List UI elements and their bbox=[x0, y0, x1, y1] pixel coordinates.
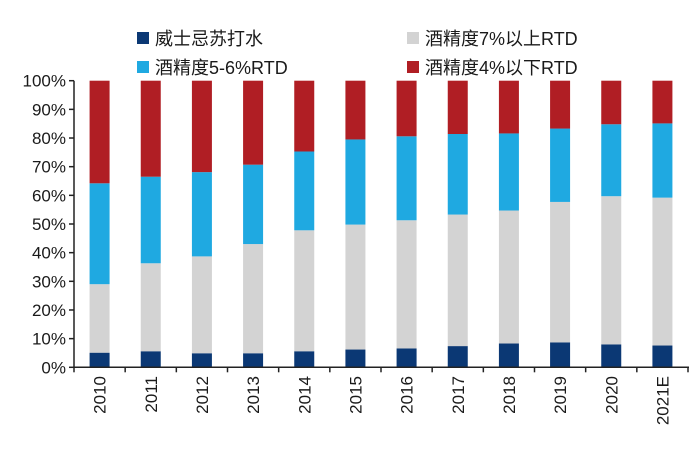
legend-label: 酒精度4%以下RTD bbox=[425, 58, 578, 78]
bar-segment bbox=[89, 352, 110, 368]
bar-segment bbox=[550, 80, 571, 129]
bar-segment bbox=[89, 183, 110, 285]
bar-segment bbox=[396, 348, 417, 368]
y-tick-label: 60% bbox=[32, 186, 66, 205]
bar-segment bbox=[243, 80, 264, 165]
bar-segment bbox=[652, 123, 673, 198]
bar-segment bbox=[447, 346, 468, 368]
legend-label: 酒精度7%以上RTD bbox=[425, 29, 578, 49]
legend-swatch bbox=[137, 32, 149, 44]
bar-segment bbox=[652, 80, 673, 124]
x-tick-label: 2015 bbox=[346, 376, 365, 414]
bar-segment bbox=[294, 351, 315, 368]
bar-segment bbox=[294, 230, 315, 352]
bar-segment bbox=[447, 134, 468, 215]
bar-segment bbox=[498, 210, 519, 344]
bar-segment bbox=[140, 263, 161, 352]
bar-segment bbox=[550, 201, 571, 343]
bar-segment bbox=[652, 197, 673, 346]
bar-segment bbox=[140, 351, 161, 368]
bar-segment bbox=[243, 353, 264, 368]
y-tick-label: 50% bbox=[32, 215, 66, 234]
bar-segment bbox=[652, 345, 673, 368]
bar-segment bbox=[447, 214, 468, 347]
legend-swatch bbox=[137, 61, 149, 73]
y-tick-label: 0% bbox=[41, 358, 66, 377]
bar-segment bbox=[498, 343, 519, 368]
bar-segment bbox=[550, 342, 571, 368]
legend-swatch bbox=[407, 32, 419, 44]
x-tick-label: 2018 bbox=[500, 376, 519, 414]
bar-segment bbox=[294, 80, 315, 152]
legend-swatch bbox=[407, 61, 419, 73]
bar-segment bbox=[345, 349, 366, 368]
x-tick-label: 2016 bbox=[398, 376, 417, 414]
x-tick-label: 2019 bbox=[551, 376, 570, 414]
bar-segment bbox=[601, 344, 622, 368]
bar-segment bbox=[140, 80, 161, 177]
y-tick-label: 80% bbox=[32, 129, 66, 148]
bar-segment bbox=[345, 80, 366, 140]
x-tick-label: 2012 bbox=[193, 376, 212, 414]
y-tick-label: 30% bbox=[32, 272, 66, 291]
legend-label: 威士忌苏打水 bbox=[155, 29, 263, 49]
bar-segment bbox=[396, 136, 417, 221]
x-tick-label: 2013 bbox=[244, 376, 263, 414]
y-tick-label: 90% bbox=[32, 100, 66, 119]
x-tick-label: 2021E bbox=[653, 376, 672, 425]
bar-segment bbox=[89, 80, 110, 184]
x-tick-label: 2011 bbox=[142, 376, 161, 413]
bar-segment bbox=[601, 80, 622, 125]
bar-segment bbox=[601, 196, 622, 345]
x-tick-label: 2014 bbox=[295, 376, 314, 414]
bar-segment bbox=[396, 220, 417, 349]
bar-segment bbox=[396, 80, 417, 137]
bar-segment bbox=[243, 164, 264, 245]
y-tick-label: 70% bbox=[32, 158, 66, 177]
bar-segment bbox=[191, 353, 212, 368]
bar-segment bbox=[345, 224, 366, 350]
y-tick-label: 40% bbox=[32, 244, 66, 263]
bar-segment bbox=[601, 124, 622, 197]
bar-segment bbox=[191, 256, 212, 354]
bar-segment bbox=[498, 80, 519, 134]
bar-segment bbox=[191, 172, 212, 257]
bar-segment bbox=[345, 139, 366, 225]
bar-segment bbox=[191, 80, 212, 173]
bar-segment bbox=[89, 284, 110, 353]
x-tick-label: 2017 bbox=[449, 376, 468, 414]
bar-segment bbox=[294, 151, 315, 231]
legend-label: 酒精度5-6%RTD bbox=[155, 58, 288, 78]
bar-segment bbox=[243, 244, 264, 354]
x-tick-label: 2010 bbox=[91, 376, 110, 414]
bar-segment bbox=[447, 80, 468, 135]
bar-segment bbox=[550, 128, 571, 202]
y-tick-label: 20% bbox=[32, 301, 66, 320]
y-tick-label: 10% bbox=[32, 330, 66, 349]
bar-segment bbox=[140, 176, 161, 264]
bar-segment bbox=[498, 133, 519, 211]
y-tick-label: 100% bbox=[23, 72, 66, 91]
x-tick-label: 2020 bbox=[602, 376, 621, 414]
